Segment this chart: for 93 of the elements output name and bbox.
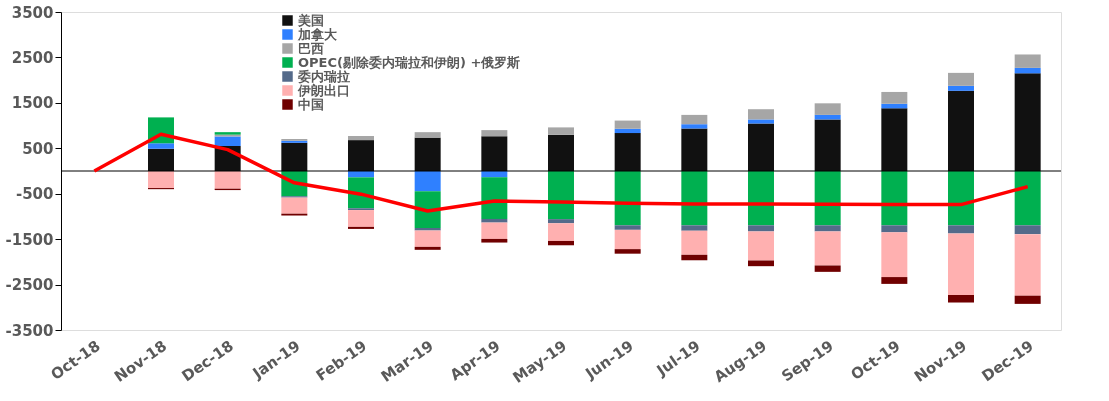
bar <box>414 228 441 231</box>
bar <box>614 128 641 134</box>
bar <box>548 223 574 241</box>
legend-label: 中国 <box>298 96 324 112</box>
bar <box>614 249 641 254</box>
y-tick-label: 1500 <box>11 94 54 113</box>
bar <box>681 230 708 255</box>
legend-label: 伊朗出口 <box>297 82 350 98</box>
bar <box>548 127 574 135</box>
bar <box>948 90 974 171</box>
bar <box>881 232 908 278</box>
bar <box>881 108 908 171</box>
bar <box>348 226 374 229</box>
bar <box>814 265 841 272</box>
bar <box>1014 54 1041 68</box>
bar <box>414 137 441 171</box>
bar <box>814 103 841 115</box>
bar <box>814 171 841 226</box>
bar <box>414 171 441 192</box>
legend-label: 委内瑞拉 <box>297 68 350 84</box>
bar <box>148 171 174 189</box>
bar <box>748 119 774 124</box>
legend-label: OPEC(剔除委内瑞拉和伊朗) +俄罗斯 <box>298 54 521 70</box>
bar <box>1014 67 1041 74</box>
bar <box>414 230 441 247</box>
bar <box>214 171 241 189</box>
bar <box>214 136 241 147</box>
bar <box>681 128 708 171</box>
bar <box>614 171 641 226</box>
y-tick-label: 3500 <box>11 3 54 22</box>
bar <box>481 130 508 137</box>
bar <box>948 72 974 86</box>
y-tick-label: 500 <box>22 139 54 158</box>
bar <box>348 140 374 171</box>
bar <box>748 260 774 267</box>
bar <box>948 233 974 296</box>
bar <box>1014 225 1041 235</box>
bar <box>481 177 508 219</box>
bar <box>614 133 641 171</box>
bar <box>1014 73 1041 171</box>
bar <box>148 148 174 171</box>
y-tick-label: -3500 <box>5 321 54 340</box>
bar <box>681 171 708 226</box>
bar <box>481 238 508 243</box>
bar <box>948 171 974 226</box>
bar <box>748 123 774 171</box>
y-tick-label: -2500 <box>5 276 54 295</box>
bar <box>414 132 441 138</box>
legend-label: 巴西 <box>298 40 324 56</box>
bar <box>881 91 908 104</box>
bar <box>748 171 774 226</box>
bar <box>814 231 841 266</box>
bar <box>614 225 641 230</box>
bar <box>748 231 774 261</box>
y-tick-label: 2500 <box>11 48 54 67</box>
bar <box>748 225 774 232</box>
bar <box>681 114 708 125</box>
bar <box>881 277 908 284</box>
bar <box>348 136 374 141</box>
bar <box>948 85 974 91</box>
bar <box>281 142 308 171</box>
line-series <box>92 132 1030 213</box>
legend-label: 加拿大 <box>297 26 338 42</box>
bar <box>414 191 441 229</box>
bar <box>348 210 374 227</box>
bar <box>414 246 441 250</box>
bar <box>681 254 708 261</box>
bar <box>614 229 641 250</box>
bar <box>148 143 174 149</box>
bar <box>481 218 508 223</box>
bar <box>814 225 841 232</box>
bar <box>681 225 708 231</box>
bar <box>548 134 574 171</box>
bar <box>881 171 908 226</box>
bar <box>814 119 841 171</box>
legend-label: 美国 <box>297 12 324 28</box>
bar <box>481 136 508 171</box>
bar <box>548 171 574 220</box>
y-tick-label: -1500 <box>5 230 54 249</box>
bar <box>548 219 574 224</box>
bar <box>1014 171 1041 226</box>
bar <box>481 222 508 239</box>
bar <box>548 240 574 246</box>
bar <box>881 225 908 233</box>
bar <box>748 109 774 120</box>
y-tick-label: -500 <box>15 185 54 204</box>
bar <box>614 120 641 129</box>
bar <box>948 295 974 303</box>
bar <box>1014 234 1041 296</box>
bar <box>1014 295 1041 304</box>
bar <box>281 197 308 214</box>
bar <box>681 124 708 129</box>
bar <box>948 225 974 234</box>
